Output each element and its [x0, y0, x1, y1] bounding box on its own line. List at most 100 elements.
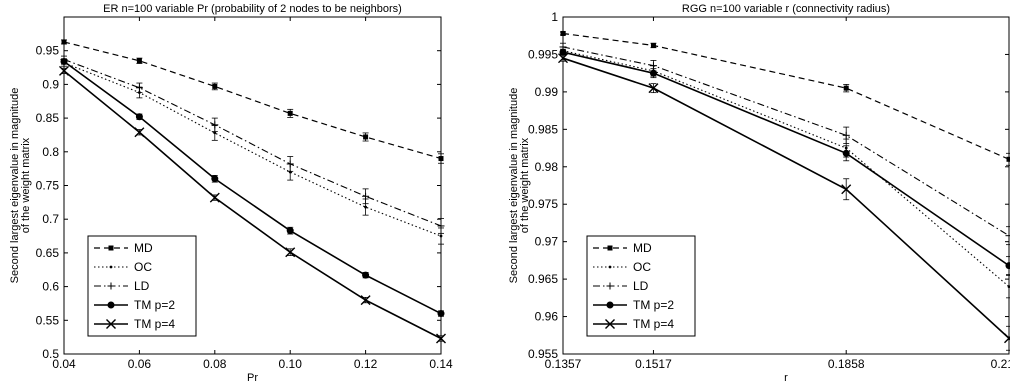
legend-box: [586, 235, 696, 337]
y-axis-label-line: Second largest eigenvalue in magnitude: [508, 88, 520, 284]
x-tick-label: 0.10: [279, 357, 303, 371]
y-tick-label: 0.955: [528, 347, 558, 361]
series-point: [1005, 262, 1010, 270]
x-marker-b: [106, 319, 116, 329]
series-line: [562, 50, 1010, 288]
legend-item: TM p=4: [94, 317, 175, 331]
series-line: [63, 60, 442, 315]
series-point: [286, 160, 294, 168]
y-tick-label: 0.7: [42, 212, 59, 226]
legend-label: TM p=4: [633, 317, 674, 331]
legend-label: TM p=4: [134, 317, 175, 331]
axes-frame: [562, 16, 1010, 355]
x-marker-b: [1004, 336, 1010, 344]
legend-item: OC: [593, 260, 651, 274]
legend-item: LD: [94, 279, 150, 293]
series-point: [213, 131, 217, 135]
series-point: [648, 83, 659, 94]
series-point: [437, 222, 445, 230]
series-point: [1004, 333, 1010, 344]
series-point: [360, 295, 371, 306]
series-point: [843, 85, 849, 91]
series-point: [606, 301, 614, 309]
chart-panel-2: RGG n=100 variable r (connectivity radiu…: [508, 3, 1010, 384]
y-axis-label-line: Second largest eigenvalue in magnitude: [9, 88, 21, 284]
y-tick-label: 0.975: [528, 197, 558, 211]
series-point: [842, 131, 850, 139]
series-line: [562, 51, 1010, 267]
legend-label: LD: [633, 279, 649, 293]
y-axis-label: Second largest eigenvalue in magnitudeof…: [9, 88, 32, 284]
legend-label: OC: [134, 260, 152, 274]
series-point: [608, 265, 612, 269]
legend-label: TM p=2: [633, 298, 674, 312]
y-tick-label: 0.55: [36, 313, 60, 327]
series-point: [438, 156, 444, 162]
series-point: [842, 149, 850, 157]
series-point: [211, 175, 219, 183]
x-marker-b: [209, 192, 220, 203]
legend-item: OC: [94, 260, 152, 274]
series-point: [135, 84, 143, 92]
legend-item: TM p=4: [593, 317, 674, 331]
series-point: [211, 121, 219, 129]
series-point: [364, 205, 367, 209]
series-point: [437, 310, 445, 318]
legend-item: LD: [593, 279, 649, 293]
series-point: [560, 30, 566, 36]
x-marker-b: [285, 247, 296, 258]
series-point: [106, 319, 116, 329]
chart-panel-1: ER n=100 variable Pr (probability of 2 n…: [9, 3, 453, 384]
series-point: [363, 134, 369, 140]
legend-label: OC: [633, 260, 651, 274]
series-5: [59, 65, 446, 344]
legend-item: MD: [593, 241, 652, 255]
series-1: [61, 39, 444, 164]
y-tick-label: 0.75: [36, 179, 60, 193]
legend-label: LD: [134, 279, 150, 293]
legend-box: [87, 235, 197, 337]
series-point: [134, 127, 145, 138]
series-line: [562, 57, 1010, 339]
legend-item: MD: [94, 241, 153, 255]
series-point: [436, 333, 446, 344]
series-point: [1007, 285, 1010, 288]
y-tick-label: 0.98: [535, 160, 559, 174]
series-point: [650, 42, 656, 48]
series-point: [212, 83, 218, 89]
chart-title: ER n=100 variable Pr (probability of 2 n…: [103, 3, 402, 15]
y-axis-label: Second largest eigenvalue in magnitudeof…: [508, 88, 531, 284]
chart-title: RGG n=100 variable r (connectivity radiu…: [682, 3, 890, 15]
series-5: [558, 53, 1010, 351]
series-3: [60, 55, 445, 234]
legend-item: TM p=2: [593, 298, 674, 312]
legend-item: TM p=2: [94, 298, 175, 312]
y-tick-label: 0.85: [36, 111, 60, 125]
series-point: [107, 282, 115, 290]
x-tick-label: 0.1357: [545, 357, 582, 371]
series-line: [63, 58, 442, 227]
series-point: [841, 184, 852, 195]
x-tick-label: 0.06: [128, 357, 152, 371]
series-point: [60, 57, 68, 65]
y-tick-label: 0.6: [42, 280, 59, 294]
series-line: [63, 62, 442, 237]
series-point: [136, 58, 142, 64]
series-2: [61, 59, 444, 245]
series-point: [559, 48, 567, 56]
series-line: [562, 46, 1010, 237]
series-point: [607, 245, 613, 251]
series-point: [109, 265, 113, 269]
series-point: [61, 39, 67, 45]
series-point: [649, 69, 657, 77]
series-point: [1006, 156, 1010, 162]
series-point: [362, 192, 370, 200]
y-axis-label-line: of the weight matrix: [20, 137, 32, 233]
series-point: [606, 282, 614, 290]
y-tick-label: 0.97: [535, 235, 559, 249]
x-tick-label: 0.04: [52, 357, 76, 371]
legend-label: TM p=2: [134, 298, 175, 312]
series-line: [63, 41, 442, 160]
y-tick-label: 0.995: [528, 47, 558, 61]
